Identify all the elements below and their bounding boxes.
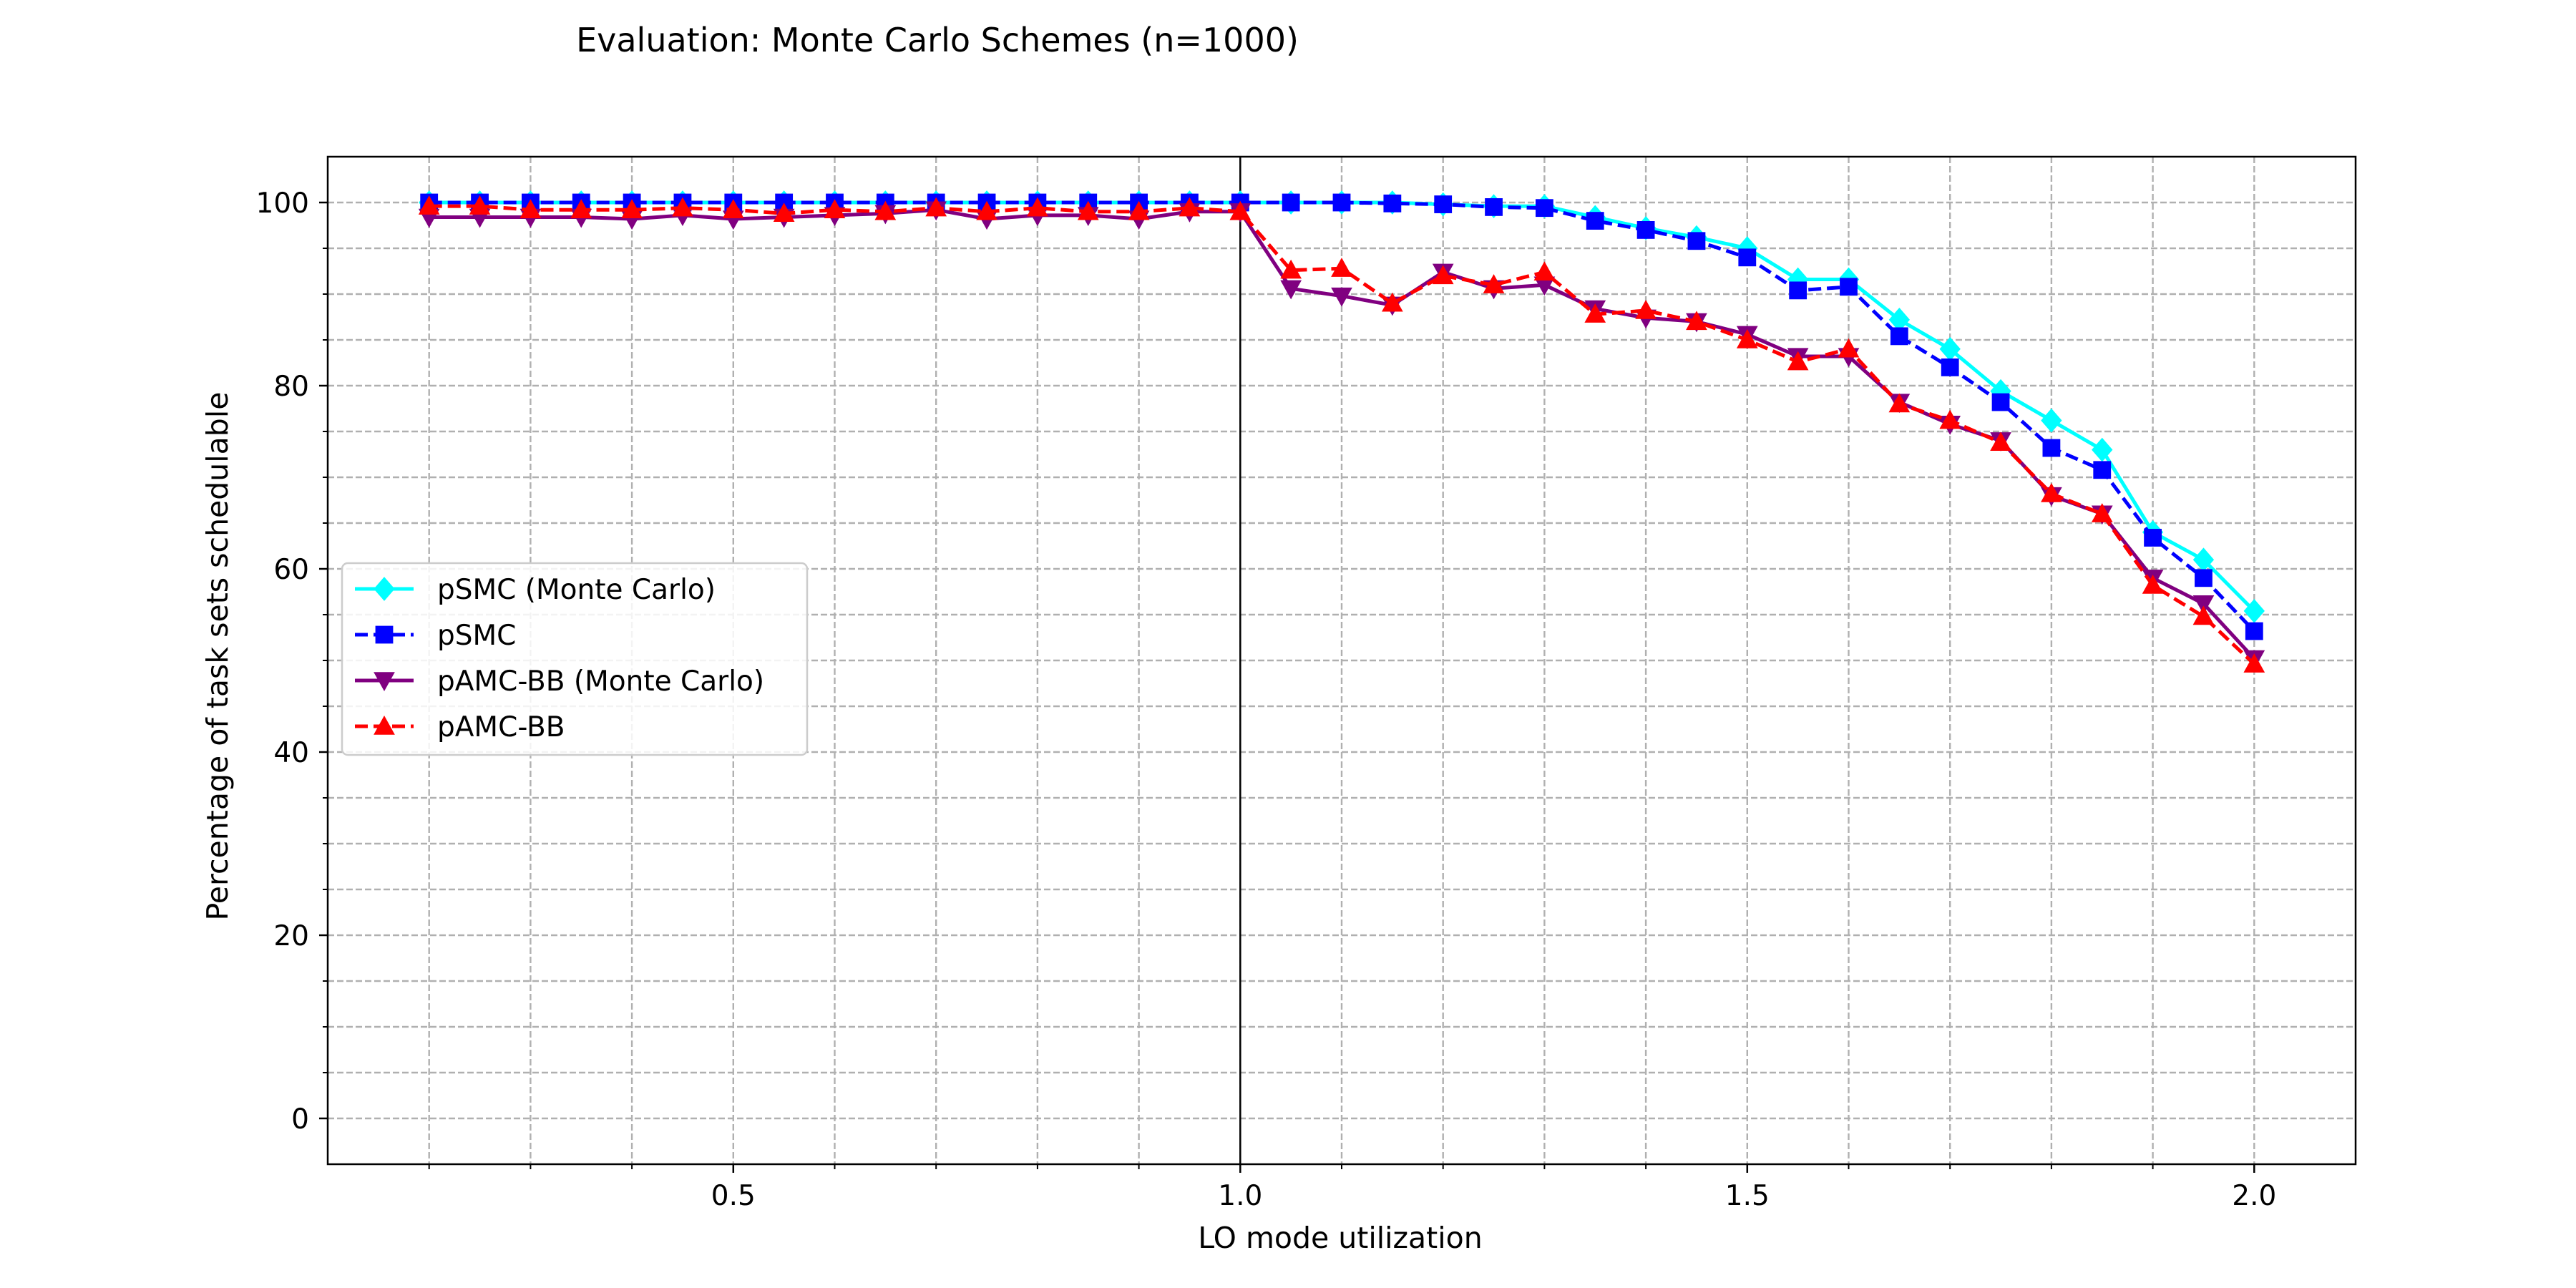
triangle-down-marker — [374, 672, 395, 692]
triangle-up-marker — [418, 195, 440, 215]
triangle-up-marker — [621, 199, 643, 218]
triangle-down-marker — [1280, 280, 1302, 300]
triangle-up-marker — [1939, 409, 1961, 429]
x-tick-label: 0.5 — [711, 1180, 756, 1212]
square-marker — [1687, 232, 1706, 250]
legend-item: pSMC — [355, 620, 516, 652]
triangle-up-marker — [1077, 200, 1099, 220]
square-marker — [2195, 569, 2212, 587]
square-marker — [1332, 193, 1351, 212]
triangle-up-marker — [2192, 605, 2215, 625]
series-4 — [418, 195, 2265, 673]
triangle-up-marker — [1990, 431, 2011, 452]
y-tick-label: 20 — [273, 920, 309, 952]
triangle-up-marker — [1179, 197, 1201, 217]
square-marker — [2042, 439, 2061, 457]
triangle-up-marker — [1888, 393, 1911, 413]
y-axis-label: Percentage of task sets schedulable — [200, 392, 235, 921]
triangle-up-marker — [773, 203, 795, 223]
triangle-up-marker — [1280, 259, 1302, 279]
triangle-up-marker — [976, 200, 997, 220]
triangle-up-marker — [722, 199, 744, 218]
triangle-up-marker — [2041, 483, 2062, 502]
triangle-up-marker — [1838, 338, 1860, 358]
triangle-up-marker — [1686, 311, 1707, 331]
square-marker — [2093, 461, 2112, 479]
square-marker — [2245, 622, 2263, 640]
triangle-up-marker — [1787, 351, 1809, 371]
square-marker — [1890, 327, 1908, 346]
triangle-up-marker — [469, 195, 491, 215]
square-marker — [2144, 529, 2162, 547]
square-marker — [1586, 212, 1604, 230]
square-marker — [1282, 193, 1300, 212]
x-axis-label: LO mode utilization — [1198, 1221, 1482, 1255]
triangle-up-marker — [824, 199, 846, 218]
x-tick-label: 2.0 — [2232, 1180, 2276, 1212]
legend-label: pAMC-BB (Monte Carlo) — [437, 665, 764, 698]
legend-label: pSMC — [437, 620, 516, 652]
triangle-up-marker — [2091, 503, 2113, 522]
y-tick-label: 60 — [273, 554, 309, 586]
triangle-up-marker — [374, 715, 395, 735]
chart-title: Evaluation: Monte Carlo Schemes (n=1000) — [576, 21, 1299, 59]
triangle-down-marker — [1331, 287, 1352, 307]
triangle-up-marker — [1432, 265, 1454, 285]
square-marker — [1941, 358, 1959, 376]
triangle-up-marker — [519, 199, 542, 218]
square-marker — [1536, 199, 1553, 218]
triangle-up-marker — [2142, 575, 2164, 594]
triangle-up-marker — [1736, 328, 1758, 348]
triangle-up-marker — [2243, 653, 2265, 673]
square-marker — [375, 625, 394, 644]
legend-item: pSMC (Monte Carlo) — [355, 574, 716, 606]
diamond-marker — [374, 577, 395, 601]
legend-label: pSMC (Monte Carlo) — [437, 574, 716, 606]
legend: pSMC (Monte Carlo) pSMC pAMC-BB (Monte Car… — [341, 562, 809, 756]
triangle-up-marker — [1533, 261, 1556, 280]
diamond-marker — [2041, 408, 2062, 433]
triangle-up-marker — [1331, 258, 1352, 277]
triangle-up-marker — [570, 199, 592, 218]
triangle-up-marker — [925, 197, 947, 217]
legend-label: pAMC-BB — [437, 711, 565, 743]
y-tick-label: 80 — [273, 371, 309, 403]
triangle-up-marker — [1584, 303, 1606, 323]
triangle-up-marker — [874, 200, 897, 220]
triangle-up-marker — [1483, 274, 1505, 293]
x-tick-label: 1.5 — [1725, 1180, 1770, 1212]
x-tick-label: 1.0 — [1218, 1180, 1262, 1212]
legend-item: pAMC-BB — [355, 711, 565, 743]
legend-box — [341, 562, 809, 756]
triangle-up-marker — [1229, 200, 1252, 220]
square-marker — [1636, 221, 1655, 239]
y-tick-label: 100 — [256, 187, 309, 220]
square-marker — [1991, 393, 2010, 411]
square-marker — [1434, 195, 1453, 213]
square-marker — [1789, 281, 1807, 300]
axes-layer: 0.5 1.0 1.5 2.0 0 20 40 60 80 100 — [256, 155, 2357, 1212]
triangle-up-marker — [672, 197, 693, 217]
triangle-up-marker — [1382, 292, 1403, 312]
triangle-up-marker — [1027, 197, 1048, 217]
triangle-up-marker — [1128, 200, 1150, 220]
y-tick-label: 40 — [273, 737, 309, 769]
y-tick-label: 0 — [291, 1103, 309, 1136]
series-layer — [418, 190, 2265, 673]
triangle-up-marker — [1635, 300, 1657, 319]
legend-item: pAMC-BB (Monte Carlo) — [355, 665, 764, 698]
square-marker — [1738, 248, 1757, 267]
square-marker — [1485, 198, 1503, 216]
square-marker — [1840, 278, 1858, 296]
triangle-down-marker — [2192, 595, 2215, 615]
square-marker — [1383, 194, 1402, 213]
